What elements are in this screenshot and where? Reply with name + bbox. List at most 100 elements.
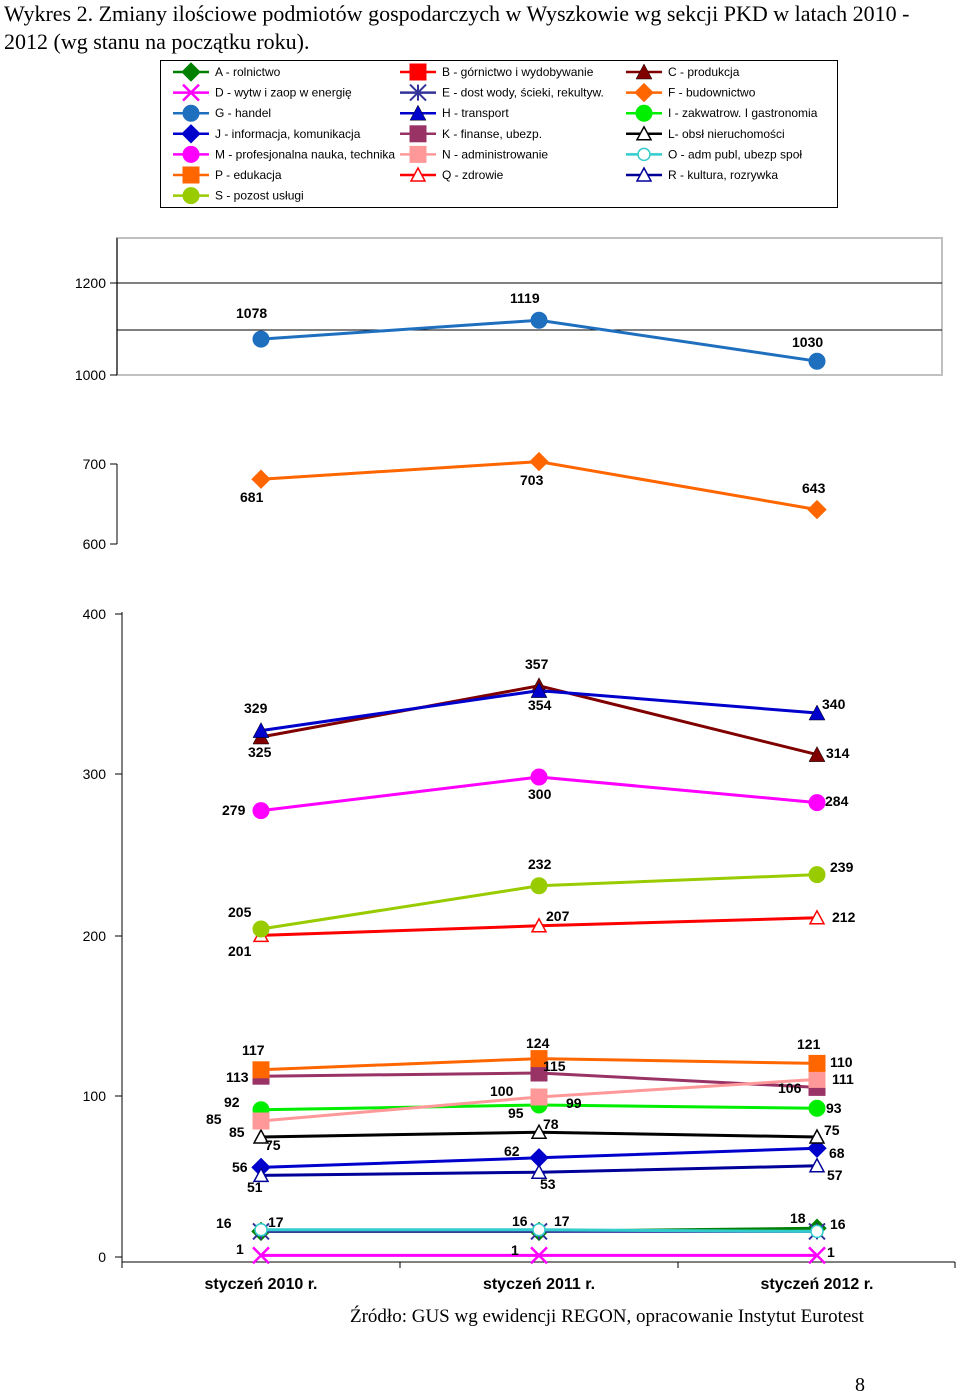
data-point xyxy=(252,920,270,938)
legend-label: S - pozost usługi xyxy=(215,189,304,203)
data-label: 232 xyxy=(528,856,552,872)
legend-swatch-marker xyxy=(182,166,200,184)
legend-swatch-marker xyxy=(635,166,653,182)
data-point xyxy=(808,746,826,762)
data-label: 57 xyxy=(827,1167,843,1183)
chart-legend: A - rolnictwo B - górnictwo i wydobywanie… xyxy=(160,60,838,208)
x-category-label: styczeń 2010 r. xyxy=(205,1276,318,1293)
legend-swatch-marker xyxy=(182,145,200,163)
legend-item-k-finanse-ubezp: K - finanse, ubezp. xyxy=(400,125,542,143)
data-point xyxy=(808,1128,826,1144)
data-point xyxy=(808,794,826,812)
data-label: 18 xyxy=(790,1210,806,1226)
data-label: 75 xyxy=(265,1137,281,1153)
data-label: 1 xyxy=(236,1241,244,1257)
legend-item-o-adm-publ-ubezp-spol: O - adm publ, ubezp społ xyxy=(626,147,802,161)
legend-item-f-budownictwo: F - budownictwo xyxy=(626,82,756,103)
legend-item-c-produkcja: C - produkcja xyxy=(626,63,740,80)
legend-item-a-rolnictwo: A - rolnictwo xyxy=(173,62,281,82)
data-point xyxy=(808,1099,826,1117)
data-label: 85 xyxy=(206,1111,222,1127)
data-label: 284 xyxy=(825,793,849,809)
data-label: 1 xyxy=(827,1244,835,1260)
data-label: 212 xyxy=(832,909,856,925)
data-label: 325 xyxy=(248,744,272,760)
data-label: 1030 xyxy=(792,334,823,350)
data-label: 16 xyxy=(512,1213,528,1229)
legend-label: R - kultura, rozrywka xyxy=(668,168,778,182)
data-label: 95 xyxy=(508,1105,524,1121)
data-label: 314 xyxy=(826,745,850,761)
series-p-edukacja xyxy=(252,1050,826,1079)
legend-label: A - rolnictwo xyxy=(215,65,281,79)
y-tick-label: 300 xyxy=(83,766,107,782)
legend-item-d-wytw-i-zaop-w-energie: D - wytw i zaop w energię xyxy=(173,83,352,102)
y-tick-label: 200 xyxy=(83,928,107,944)
x-category-label: styczeń 2011 r. xyxy=(483,1276,595,1293)
legend-item-h-transport: H - transport xyxy=(400,104,509,121)
y-tick-label: 100 xyxy=(83,1088,107,1104)
legend-item-r-kultura-rozrywka: R - kultura, rozrywka xyxy=(626,166,778,182)
data-point xyxy=(808,352,826,370)
legend-item-p-edukacja: P - edukacja xyxy=(173,166,282,184)
data-label: 279 xyxy=(222,802,246,818)
legend-swatch-marker xyxy=(635,125,653,141)
data-label: 100 xyxy=(490,1083,514,1099)
legend-swatch-marker xyxy=(181,62,201,82)
data-label: 78 xyxy=(543,1116,559,1132)
page-number: 8 xyxy=(855,1374,865,1396)
data-point xyxy=(530,311,548,329)
legend-swatch-marker xyxy=(409,125,427,143)
series-g-handel xyxy=(252,311,826,370)
legend-item-l-obsl-nieruchomosci: L- obsł nieruchomości xyxy=(626,125,785,141)
data-point xyxy=(808,1054,826,1072)
legend-label: L- obsł nieruchomości xyxy=(668,127,785,141)
data-point xyxy=(251,469,271,489)
legend-item-q-zdrowie: Q - zdrowie xyxy=(400,166,504,182)
data-point xyxy=(530,917,548,933)
series-f-budownictwo xyxy=(251,451,827,520)
legend-item-i-zakwatrow-i-gastronomia: I - zakwatrow. I gastronomia xyxy=(626,104,818,122)
data-label: 93 xyxy=(826,1100,842,1116)
data-point xyxy=(807,499,827,520)
chart-source: Źródło: GUS wg ewidencji REGON, opracowa… xyxy=(350,1306,864,1327)
legend-swatch-marker xyxy=(409,145,427,163)
data-label: 117 xyxy=(242,1042,265,1058)
data-point xyxy=(530,1050,548,1068)
y-tick-label: 0 xyxy=(98,1249,106,1265)
series-l-obsl-nieruchomosci xyxy=(252,1123,826,1144)
data-label: 53 xyxy=(540,1176,556,1192)
data-label: 115 xyxy=(543,1058,566,1074)
data-label: 681 xyxy=(240,489,264,505)
y-tick-label: 1200 xyxy=(75,275,106,291)
series-h-transport xyxy=(252,682,826,738)
data-point xyxy=(530,1088,548,1106)
data-point xyxy=(808,1246,826,1265)
y-tick-label: 400 xyxy=(83,606,107,622)
legend-label: O - adm publ, ubezp społ xyxy=(668,147,802,161)
data-label: 56 xyxy=(232,1159,248,1175)
y-tick-label: 1000 xyxy=(75,367,106,383)
data-label: 329 xyxy=(244,700,268,716)
data-point xyxy=(530,1246,548,1265)
data-point xyxy=(530,1163,548,1179)
data-label: 85 xyxy=(229,1124,245,1140)
data-point xyxy=(808,1070,826,1088)
data-point xyxy=(530,1123,548,1139)
data-label: 121 xyxy=(797,1036,821,1052)
data-label: 17 xyxy=(554,1213,570,1229)
series-m-profesjonalna-nauka-technika xyxy=(252,768,826,820)
x-category-label: styczeń 2012 r. xyxy=(761,1276,874,1293)
legend-item-g-handel: G - handel xyxy=(173,104,271,122)
legend-item-m-profesjonalna-nauka-technika: M - profesjonalna nauka, technika xyxy=(173,145,395,163)
data-label: 113 xyxy=(226,1069,249,1085)
legend-label: M - profesjonalna nauka, technika xyxy=(215,147,395,161)
data-point xyxy=(530,682,548,698)
data-label: 75 xyxy=(824,1122,840,1138)
legend-label: J - informacja, komunikacja xyxy=(215,127,361,141)
data-point xyxy=(252,1166,270,1183)
legend-item-s-pozost-uslugi: S - pozost usługi xyxy=(173,187,304,205)
data-point xyxy=(808,1157,826,1173)
data-label: 239 xyxy=(830,859,854,875)
legend-item-n-administrowanie: N - administrowanie xyxy=(400,145,548,163)
